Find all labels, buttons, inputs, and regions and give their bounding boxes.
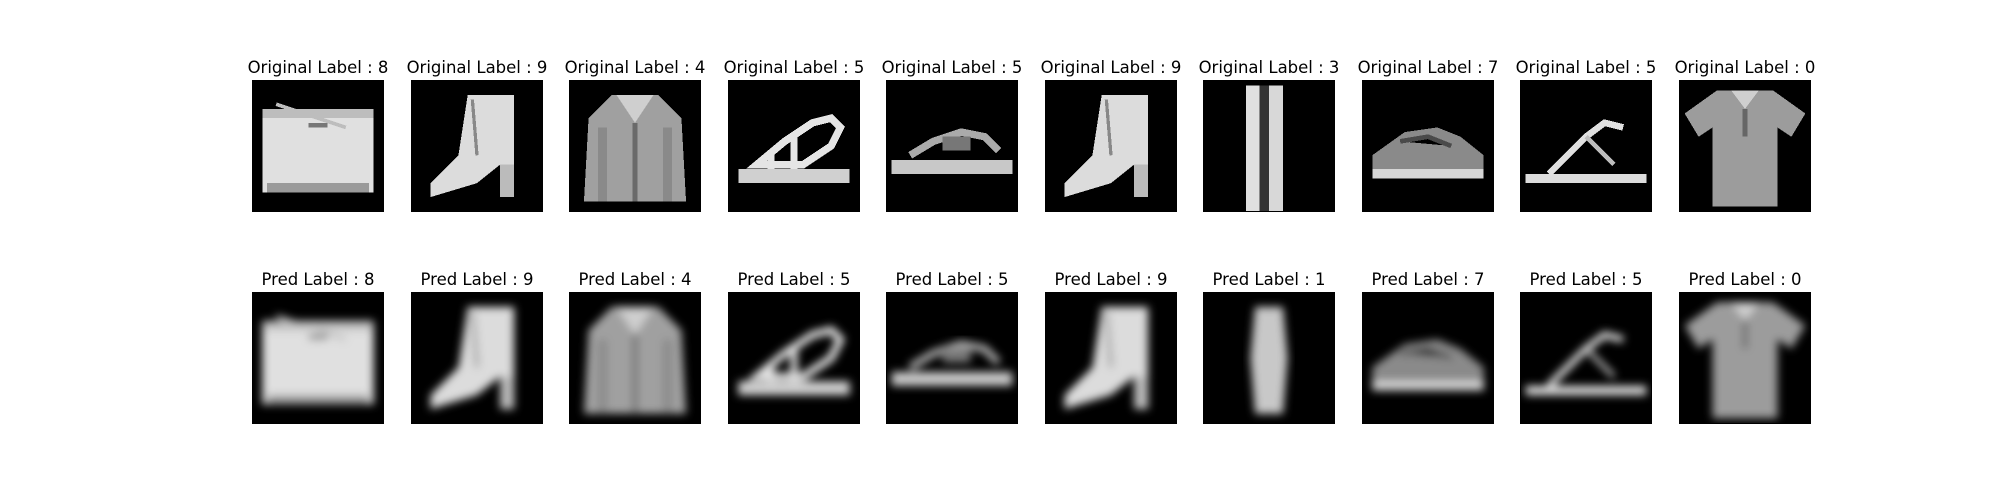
pred-label-title: Pred Label : 5 [737,270,851,289]
coat-blurry-icon [569,292,701,424]
pred-label-title: Pred Label : 4 [578,270,692,289]
pred-label-title: Pred Label : 0 [1688,270,1802,289]
pred-label-title: Pred Label : 8 [261,270,375,289]
sandal-low-blurry-icon [886,292,1018,424]
dress-icon [1203,80,1335,212]
pred-label-title: Pred Label : 5 [1529,270,1643,289]
original-label-title: Original Label : 9 [406,58,548,77]
pred-label-title: Pred Label : 5 [895,270,1009,289]
original-label-title: Original Label : 5 [881,58,1023,77]
flip-flop-icon [1520,80,1652,212]
ankle-boot-icon [411,80,543,212]
original-label-title: Original Label : 5 [723,58,865,77]
coat-icon [569,80,701,212]
bag-icon [252,80,384,212]
tshirt-blurry-icon [1679,292,1811,424]
sandal-low-icon [886,80,1018,212]
original-label-title: Original Label : 4 [564,58,706,77]
original-label-title: Original Label : 5 [1515,58,1657,77]
trouser-blurry-icon [1203,292,1335,424]
original-label-title: Original Label : 7 [1357,58,1499,77]
bag-blurry-icon [252,292,384,424]
pred-label-title: Pred Label : 7 [1371,270,1485,289]
original-label-title: Original Label : 9 [1040,58,1182,77]
original-images-row: Original Label : 8 Original Label : 9 Orig… [0,58,2000,258]
predicted-images-row: Pred Label : 8 Pred Label : 9 Pred Label :… [0,270,2000,470]
pred-label-title: Pred Label : 1 [1212,270,1326,289]
sandal-icon [728,80,860,212]
sneaker-blurry-icon [1362,292,1494,424]
pred-label-title: Pred Label : 9 [1054,270,1168,289]
original-label-title: Original Label : 3 [1198,58,1340,77]
original-label-title: Original Label : 0 [1674,58,1816,77]
original-label-title: Original Label : 8 [247,58,389,77]
ankle-boot-blurry-icon [1045,292,1177,424]
sandal-blurry-icon [728,292,860,424]
ankle-boot-icon [1045,80,1177,212]
pred-label-title: Pred Label : 9 [420,270,534,289]
tshirt-icon [1679,80,1811,212]
ankle-boot-blurry-icon [411,292,543,424]
flip-flop-blurry-icon [1520,292,1652,424]
sneaker-icon [1362,80,1494,212]
